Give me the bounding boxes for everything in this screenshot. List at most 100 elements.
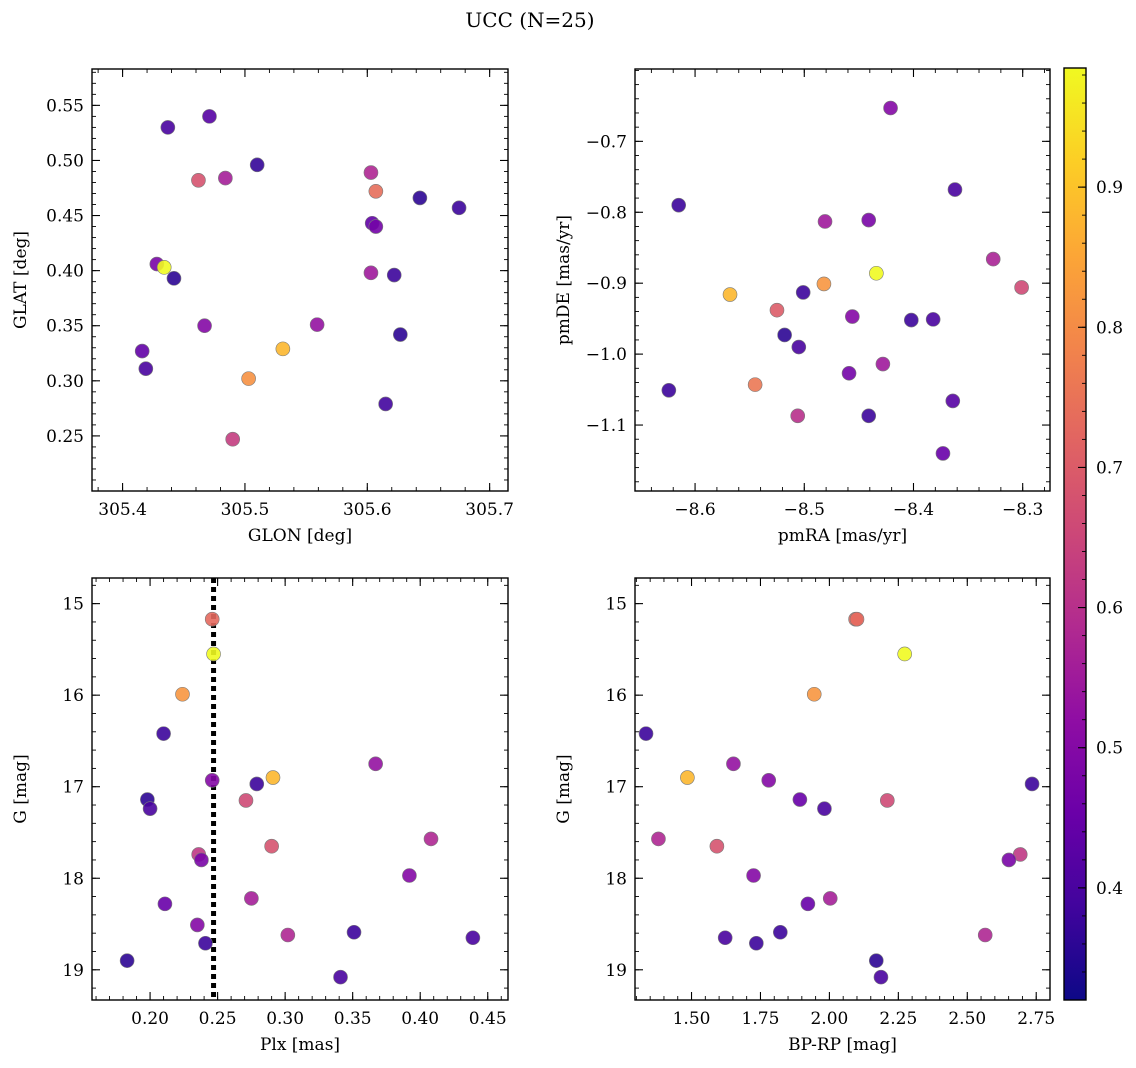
x-tick-label: 1.75 — [742, 1009, 780, 1029]
data-point — [945, 393, 961, 409]
x-axis-label: GLON [deg] — [248, 526, 352, 546]
data-point — [947, 182, 963, 197]
data-point — [790, 408, 806, 424]
figure-title: UCC (N=25) — [465, 8, 594, 32]
data-point — [264, 838, 279, 854]
x-tick-label: 2.50 — [948, 1009, 986, 1029]
data-point — [726, 756, 741, 772]
y-axis-label: G [mag] — [554, 754, 574, 823]
data-point — [249, 776, 265, 792]
data-point — [191, 172, 206, 188]
y-tick-label: 0.30 — [46, 372, 84, 392]
colorbar-tick-label: 0.6 — [1096, 599, 1123, 619]
data-point — [883, 100, 898, 116]
y-tick-label: 19 — [605, 961, 627, 981]
data-point — [800, 896, 816, 912]
y-tick-label: 17 — [62, 778, 84, 798]
data-point — [845, 309, 860, 324]
x-tick-label: 0.25 — [199, 1009, 237, 1029]
data-point — [241, 371, 256, 386]
data-point — [198, 935, 213, 951]
colorbar-tick-label: 0.7 — [1096, 458, 1123, 478]
data-point — [333, 969, 348, 985]
x-tick-label: 305.7 — [465, 500, 514, 520]
data-point — [238, 793, 254, 808]
data-point — [368, 756, 383, 772]
x-tick-label: −8.4 — [893, 500, 934, 520]
y-tick-label: 16 — [62, 686, 84, 706]
x-tick-label: −8.6 — [674, 500, 715, 520]
data-point — [761, 773, 777, 788]
data-point — [671, 197, 686, 213]
colorbar-tick-label: 0.9 — [1096, 178, 1123, 198]
data-point — [204, 773, 220, 788]
data-point — [746, 868, 761, 883]
y-tick-label: 0.45 — [46, 207, 84, 227]
data-point — [773, 924, 788, 940]
data-point — [280, 927, 296, 943]
x-tick-label: 0.30 — [266, 1009, 304, 1029]
data-point — [861, 212, 877, 228]
data-point — [451, 200, 467, 216]
axes-frame — [634, 577, 1051, 1001]
y-tick-label: 15 — [62, 595, 84, 615]
x-tick-label: 1.50 — [673, 1009, 711, 1029]
x-tick-label: 2.00 — [810, 1009, 848, 1029]
y-tick-label: −0.9 — [586, 274, 627, 294]
y-tick-label: 17 — [605, 778, 627, 798]
colorbar-tick-label: 0.4 — [1096, 879, 1123, 899]
data-point — [423, 831, 439, 847]
panel-3: 0.20 0.25 0.30 0.35 0.40 0.45 15 16 17 18 19 Plx [m… — [11, 577, 509, 1055]
data-point — [651, 831, 666, 847]
x-tick-label: 0.20 — [131, 1009, 169, 1029]
data-point — [717, 930, 733, 946]
data-point — [868, 953, 884, 968]
y-tick-label: 0.40 — [46, 262, 84, 282]
data-point — [791, 339, 807, 355]
data-point — [777, 327, 792, 343]
y-tick-label: 15 — [605, 595, 627, 615]
data-point — [769, 302, 785, 318]
y-tick-label: 19 — [62, 961, 84, 981]
data-point — [861, 408, 877, 424]
data-point — [412, 190, 428, 206]
data-point — [218, 170, 233, 186]
data-point — [386, 267, 402, 283]
y-axis-label: G [mag] — [11, 754, 31, 823]
data-point — [119, 953, 135, 968]
data-point — [160, 120, 176, 135]
data-point — [792, 792, 808, 807]
colorbar-tick-label: 0.8 — [1096, 318, 1123, 338]
data-point — [849, 611, 865, 627]
x-axis-label: BP-RP [mag] — [788, 1035, 897, 1055]
data-point — [194, 852, 209, 868]
data-point — [202, 109, 217, 124]
y-tick-label: 18 — [605, 869, 627, 889]
data-point — [680, 770, 695, 785]
data-point — [822, 891, 838, 906]
data-point — [363, 265, 379, 281]
data-point — [157, 896, 173, 912]
y-tick-label: 0.35 — [46, 317, 84, 337]
data-point — [869, 265, 884, 281]
data-point — [722, 287, 738, 302]
data-point — [1001, 852, 1017, 868]
data-point — [795, 285, 811, 300]
colorbar: 0.4 0.5 0.6 0.7 0.8 0.9 — [1063, 67, 1123, 1001]
data-point — [1014, 280, 1029, 295]
data-point — [142, 801, 158, 816]
axes-frame — [91, 68, 509, 492]
data-point — [904, 312, 919, 328]
data-point — [897, 646, 912, 662]
axes-frame — [634, 68, 1051, 492]
data-point — [378, 396, 393, 412]
data-point — [197, 318, 212, 334]
data-point — [138, 361, 154, 376]
data-point — [363, 165, 379, 180]
data-point — [368, 184, 384, 199]
colorbar-frame — [1063, 67, 1087, 1001]
x-axis-label: pmRA [mas/yr] — [778, 526, 907, 546]
x-tick-label: −8.5 — [784, 500, 825, 520]
data-point — [880, 793, 895, 808]
